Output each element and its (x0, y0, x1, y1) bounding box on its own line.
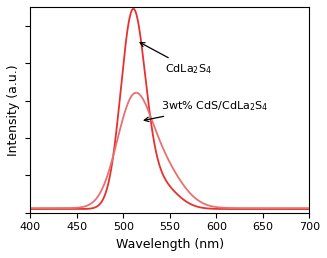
X-axis label: Wavelength (nm): Wavelength (nm) (116, 238, 224, 251)
Y-axis label: Intensity (a.u.): Intensity (a.u.) (7, 64, 20, 156)
Text: CdLa$_2$S$_4$: CdLa$_2$S$_4$ (140, 43, 212, 76)
Text: 3wt% CdS/CdLa$_2$S$_4$: 3wt% CdS/CdLa$_2$S$_4$ (144, 99, 268, 122)
